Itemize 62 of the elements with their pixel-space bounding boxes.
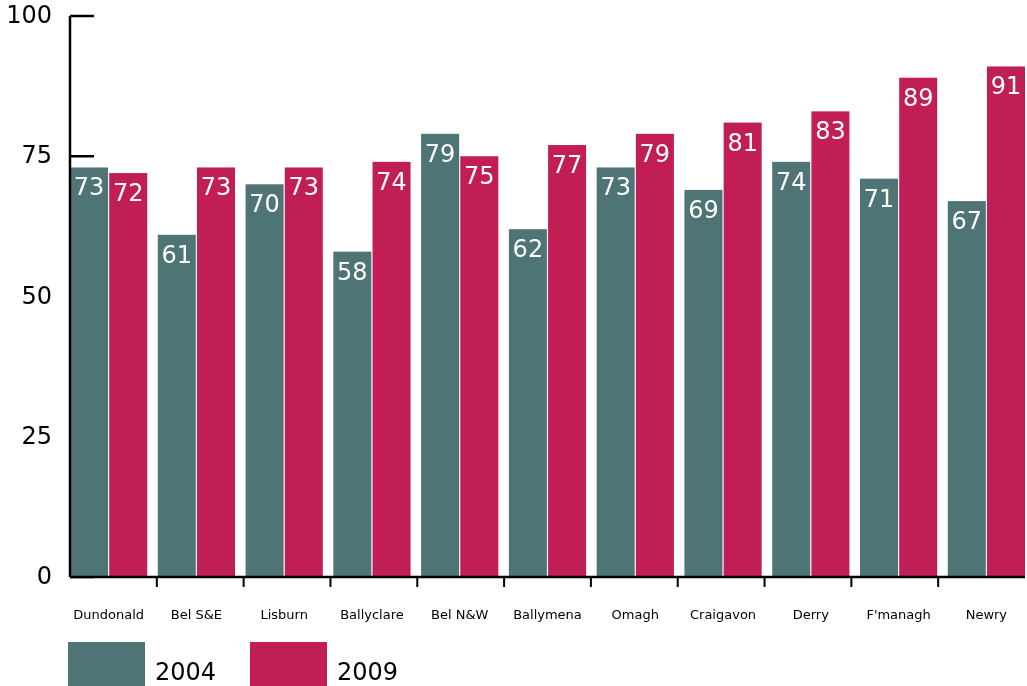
x-tick-label: Lisburn: [260, 607, 308, 622]
data-label: 73: [200, 173, 232, 202]
y-tick-label: 75: [21, 141, 52, 170]
legend-label: 2004: [155, 658, 217, 686]
data-label: 91: [990, 72, 1022, 101]
data-label: 61: [161, 240, 193, 269]
data-label: 58: [337, 257, 368, 286]
data-label: 77: [551, 151, 583, 180]
bar: [196, 167, 236, 577]
x-tick-label: F'managh: [866, 607, 931, 622]
x-tick-label: Ballymena: [513, 607, 582, 622]
bar: [508, 229, 547, 577]
data-label: 73: [73, 173, 105, 202]
bar: [109, 173, 148, 577]
x-tick-label: Dundonald: [73, 607, 144, 622]
x-tick-label: Bel S&E: [170, 607, 223, 622]
data-label: 69: [688, 195, 719, 224]
data-label: 89: [902, 83, 934, 112]
data-label: 70: [249, 190, 280, 219]
bar: [460, 156, 499, 577]
bar: [596, 167, 635, 577]
x-tick-label: Ballyclare: [340, 607, 404, 622]
data-label: 75: [464, 162, 495, 191]
bar: [284, 167, 323, 577]
bar: [245, 184, 284, 577]
bar: [723, 122, 762, 577]
bar: [811, 111, 850, 577]
x-tick-label: Newry: [965, 607, 1008, 622]
bar: [859, 178, 899, 577]
legend-label: 2009: [337, 658, 399, 686]
bar: [421, 133, 460, 577]
data-label: 74: [376, 167, 407, 196]
y-tick-label: 100: [6, 1, 52, 29]
data-label: 73: [600, 173, 631, 202]
data-label: 79: [639, 139, 671, 168]
bar: [899, 77, 938, 577]
y-tick-label: 25: [21, 421, 52, 450]
x-tick-label: Bel N&W: [431, 607, 489, 622]
data-label: 71: [863, 184, 895, 213]
data-label: 83: [815, 117, 846, 146]
data-label: 79: [424, 139, 456, 168]
bar: [372, 161, 411, 577]
data-label: 62: [512, 235, 544, 264]
x-tick-label: Craigavon: [690, 607, 757, 622]
bar: [772, 161, 811, 577]
data-label: 73: [288, 173, 320, 202]
y-tick-label: 50: [21, 281, 52, 310]
data-label: 72: [112, 179, 144, 208]
data-label: 67: [951, 207, 983, 236]
bar: [947, 201, 986, 577]
y-tick-label: 0: [36, 562, 52, 590]
bar: [157, 234, 196, 577]
data-label: 81: [727, 128, 758, 157]
bar: [548, 145, 587, 577]
x-tick-label: Derry: [792, 607, 830, 622]
bar: [986, 66, 1025, 577]
bar: [70, 167, 109, 577]
bar: [635, 133, 674, 577]
bar: [333, 251, 372, 577]
x-tick-label: Omagh: [611, 607, 659, 622]
bar: [684, 189, 723, 577]
data-label: 74: [775, 167, 807, 196]
